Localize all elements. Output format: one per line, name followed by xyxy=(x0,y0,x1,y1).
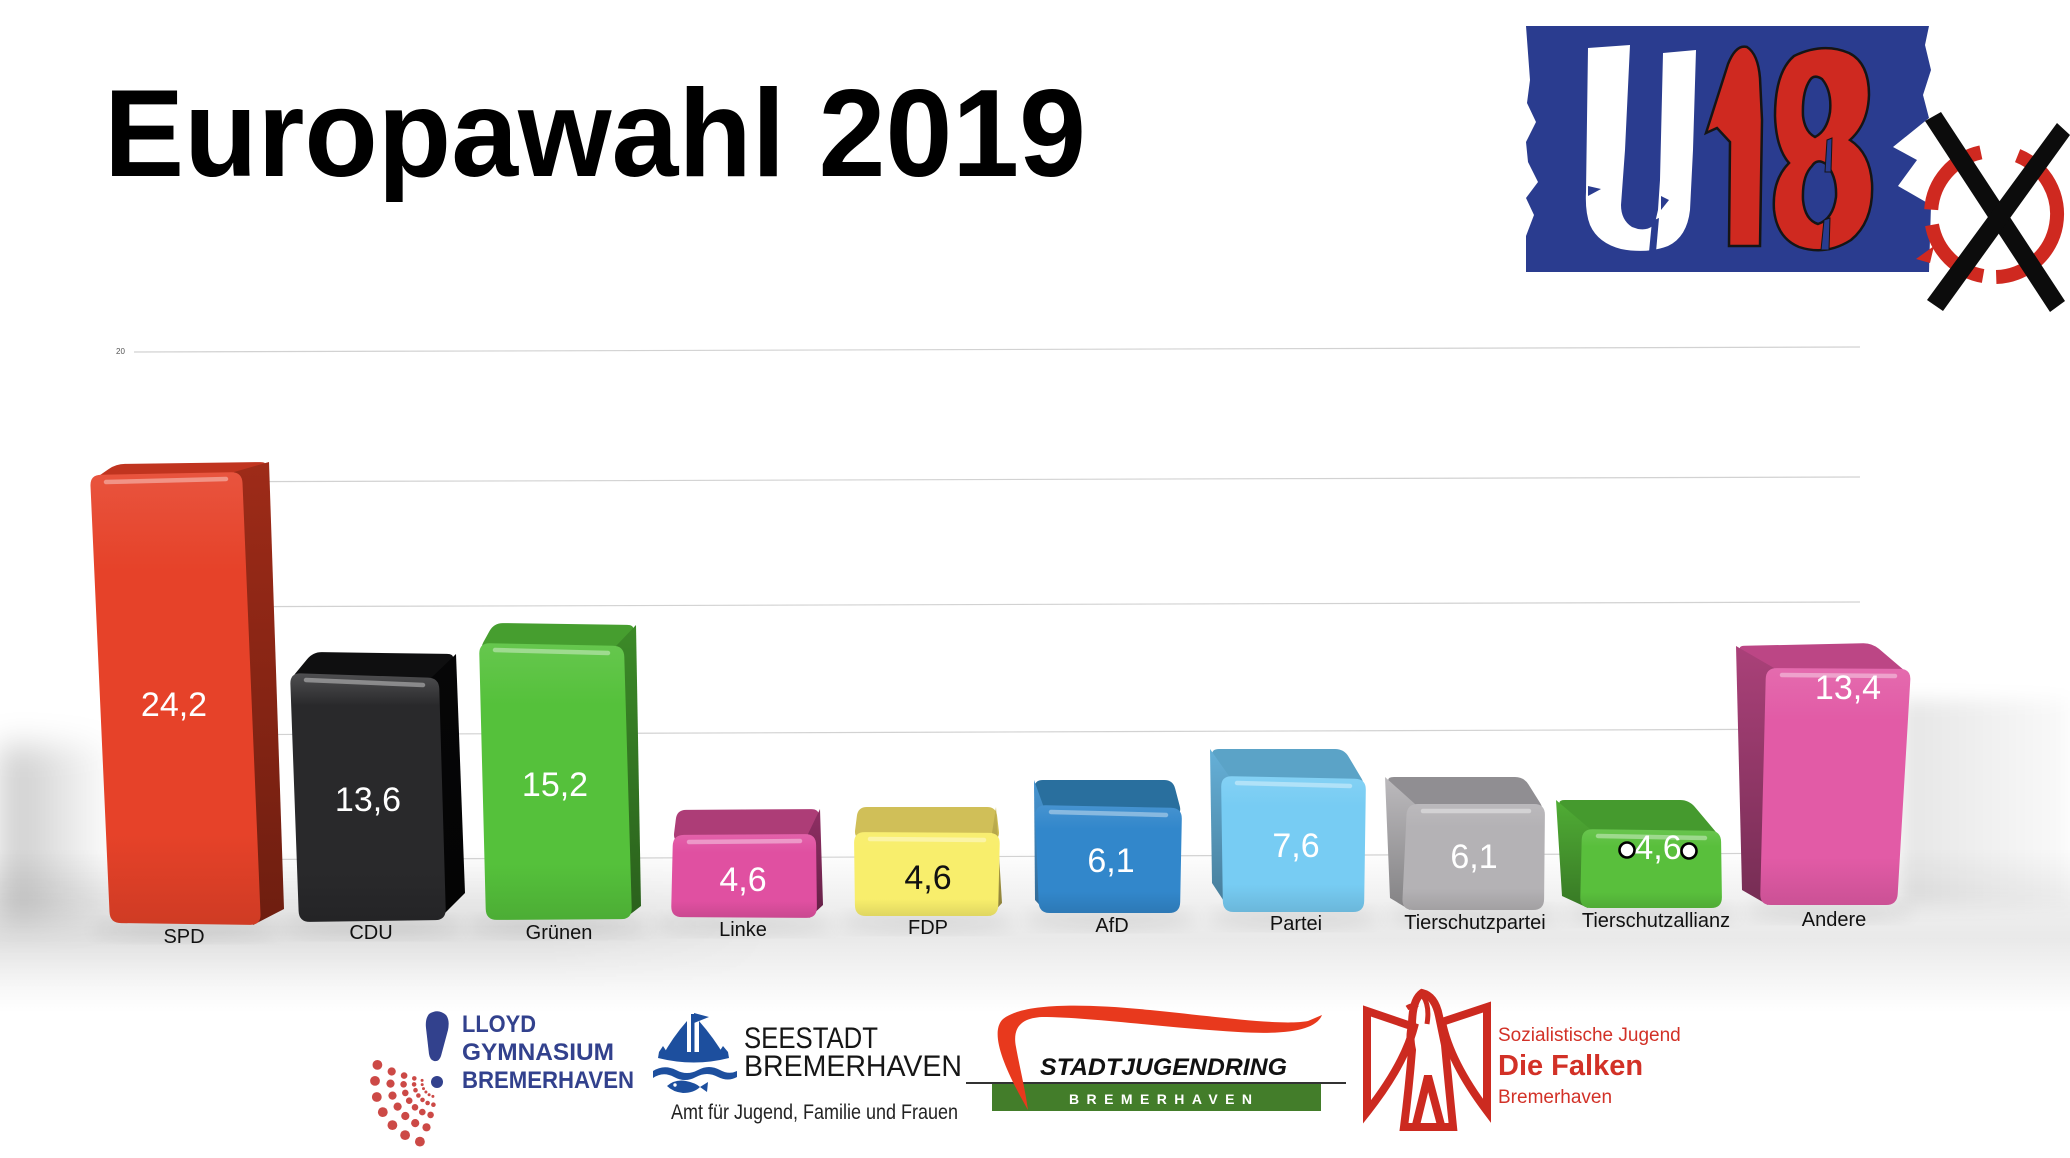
svg-text:Grünen: Grünen xyxy=(526,922,593,944)
svg-text:6,1: 6,1 xyxy=(1087,842,1134,880)
svg-text:FDP: FDP xyxy=(908,917,948,939)
svg-text:13,6: 13,6 xyxy=(335,781,401,819)
svg-text:Tierschutzallianz: Tierschutzallianz xyxy=(1582,910,1730,932)
svg-text:Andere: Andere xyxy=(1802,909,1867,931)
svg-text:LLOYD: LLOYD xyxy=(462,1011,536,1038)
svg-text:BREMERHAVEN: BREMERHAVEN xyxy=(1069,1091,1252,1107)
svg-text:Sozialistische Jugend: Sozialistische Jugend xyxy=(1498,1025,1681,1046)
svg-text:Bremerhaven: Bremerhaven xyxy=(1498,1087,1612,1108)
svg-text:CDU: CDU xyxy=(349,922,392,944)
svg-text:Tierschutzpartei: Tierschutzpartei xyxy=(1404,912,1546,934)
svg-text:SPD: SPD xyxy=(163,926,204,948)
svg-text:Die Falken: Die Falken xyxy=(1498,1050,1643,1082)
svg-text:Europawahl 2019: Europawahl 2019 xyxy=(104,65,1086,203)
svg-text:SEESTADT: SEESTADT xyxy=(744,1022,878,1055)
svg-text:6,1: 6,1 xyxy=(1450,838,1497,876)
svg-text:STADTJUGENDRING: STADTJUGENDRING xyxy=(1040,1054,1287,1081)
svg-text:Amt für Jugend, Familie und Fr: Amt für Jugend, Familie und Frauen xyxy=(671,1101,958,1124)
svg-text:15,2: 15,2 xyxy=(522,766,588,804)
svg-text:BREMERHAVEN: BREMERHAVEN xyxy=(744,1050,962,1083)
svg-text:13,4: 13,4 xyxy=(1815,669,1881,707)
svg-text:7,6: 7,6 xyxy=(1272,827,1319,865)
svg-text:24,2: 24,2 xyxy=(141,686,207,724)
svg-text:20: 20 xyxy=(116,347,125,356)
svg-text:AfD: AfD xyxy=(1095,915,1128,937)
svg-text:BREMERHAVEN: BREMERHAVEN xyxy=(462,1067,634,1094)
svg-text:GYMNASIUM: GYMNASIUM xyxy=(462,1039,614,1066)
svg-text:4,6: 4,6 xyxy=(1634,829,1681,867)
svg-text:4,6: 4,6 xyxy=(719,861,766,899)
svg-text:Linke: Linke xyxy=(719,919,767,941)
svg-text:4,6: 4,6 xyxy=(904,859,951,897)
svg-text:Partei: Partei xyxy=(1270,913,1322,935)
